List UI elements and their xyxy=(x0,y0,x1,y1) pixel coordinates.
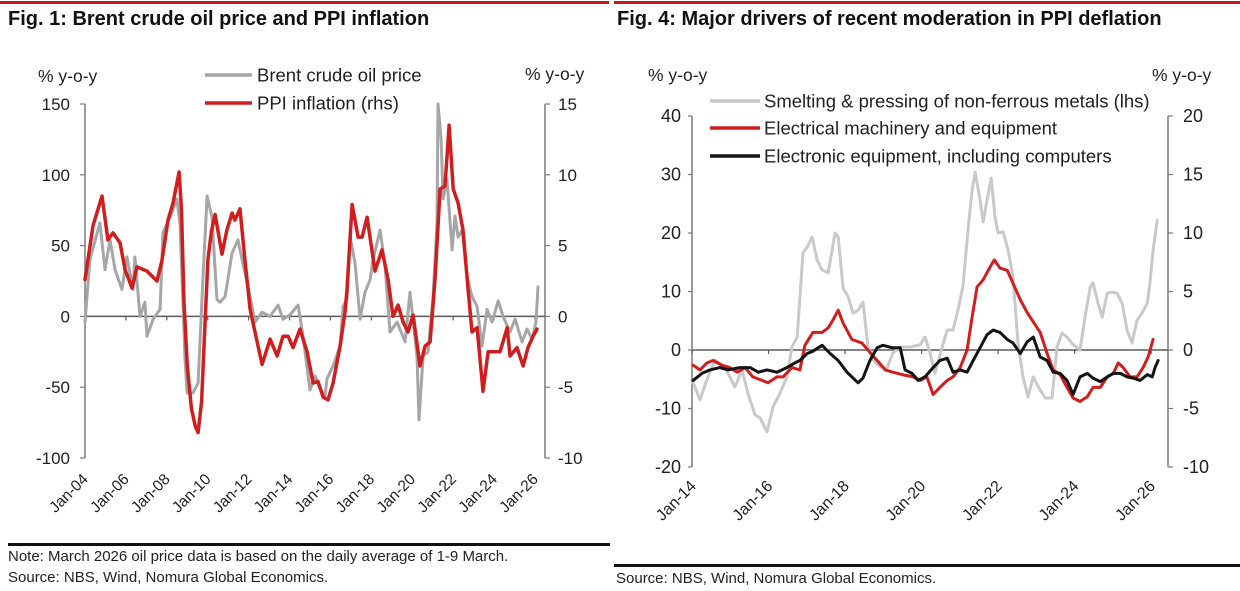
legend-item: Electronic equipment, including computer… xyxy=(710,146,1112,167)
figure-4-footer-rule xyxy=(614,564,1240,567)
series-line-electronic-equipment-including-computers xyxy=(691,328,1160,396)
x-axis-tick-label: Jan-18 xyxy=(806,478,853,525)
right-axis-tick-label: 0 xyxy=(1183,340,1193,360)
left-axis-tick-label: -50 xyxy=(45,378,70,397)
legend-item: Brent crude oil price xyxy=(205,65,422,86)
right-axis-tick-label: 20 xyxy=(1183,106,1203,126)
right-axis-tick-label: 15 xyxy=(558,95,577,114)
right-axis-tick-label: -5 xyxy=(1183,399,1199,419)
left-axis-tick-label: 40 xyxy=(661,106,681,126)
legend: Smelting & pressing of non-ferrous metal… xyxy=(710,91,1150,167)
series-line-ppi-inflation-rhs xyxy=(83,123,539,435)
legend-label: Electrical machinery and equipment xyxy=(764,118,1057,139)
series-line-electrical-machinery-and-equipment xyxy=(691,258,1155,403)
left-axis-unit-label: % y-o-y xyxy=(38,66,98,86)
x-axis-tick-label: Jan-26 xyxy=(1112,478,1159,525)
left-axis-tick-label: 30 xyxy=(661,165,681,185)
left-axis-tick-label: 50 xyxy=(51,237,70,256)
series-lines xyxy=(83,102,540,435)
legend-label: Electronic equipment, including computer… xyxy=(764,146,1112,167)
left-axis-tick-label: -20 xyxy=(655,457,681,477)
left-axis-tick-label: 150 xyxy=(42,95,70,114)
legend-item: Electrical machinery and equipment xyxy=(710,118,1057,139)
right-axis-tick-label: 15 xyxy=(1183,165,1203,185)
left-axis-tick-label: 100 xyxy=(42,166,70,185)
series-line-smelting-pressing-of-non-ferrous-metals-lhs xyxy=(691,170,1159,434)
figure-1-header-rule xyxy=(0,1,609,4)
right-axis-tick-label: 5 xyxy=(1183,282,1193,302)
legend-item: Smelting & pressing of non-ferrous metal… xyxy=(710,91,1150,112)
right-axis-tick-label: -10 xyxy=(1183,457,1209,477)
right-axis-unit-label: % y-o-y xyxy=(1152,65,1212,85)
legend-label: Brent crude oil price xyxy=(257,65,422,86)
legend-label: PPI inflation (rhs) xyxy=(257,93,399,114)
right-axis-unit-label: % y-o-y xyxy=(525,64,585,84)
figure-1-note: Note: March 2026 oil price data is based… xyxy=(8,548,509,565)
right-axis-tick-label: 5 xyxy=(558,237,567,256)
figure-4-title: Fig. 4: Major drivers of recent moderati… xyxy=(617,8,1162,30)
left-axis-tick-label: 0 xyxy=(671,340,681,360)
right-axis-tick-label: 0 xyxy=(558,307,567,326)
figure-4-source: Source: NBS, Wind, Nomura Global Economi… xyxy=(616,570,937,587)
x-axis-tick-label: Jan-14 xyxy=(653,478,700,525)
right-axis-tick-label: 10 xyxy=(558,166,577,185)
x-axis-tick-label: Jan-22 xyxy=(959,478,1006,525)
left-axis-tick-label: -100 xyxy=(36,449,70,468)
legend-label: Smelting & pressing of non-ferrous metal… xyxy=(764,91,1150,112)
figure-1-footer-rule xyxy=(8,543,610,546)
right-axis-tick-label: 10 xyxy=(1183,223,1203,243)
series-lines xyxy=(691,170,1160,434)
figure-1-title: Fig. 1: Brent crude oil price and PPI in… xyxy=(8,8,430,30)
left-axis-unit-label: % y-o-y xyxy=(648,65,708,85)
legend-item: PPI inflation (rhs) xyxy=(205,93,399,114)
right-axis-tick-label: -5 xyxy=(558,378,573,397)
x-axis-tick-label: Jan-20 xyxy=(883,478,930,525)
left-axis-tick-label: -10 xyxy=(655,399,681,419)
figure-1-source: Source: NBS, Wind, Nomura Global Economi… xyxy=(8,569,329,586)
left-axis-tick-label: 20 xyxy=(661,223,681,243)
figure-4-header-rule xyxy=(614,1,1240,4)
left-axis-tick-label: 0 xyxy=(61,307,70,326)
legend: Brent crude oil price PPI inflation (rhs) xyxy=(205,65,422,114)
x-axis-tick-label: Jan-16 xyxy=(730,478,777,525)
right-axis-tick-label: -10 xyxy=(558,449,583,468)
left-axis-tick-label: 10 xyxy=(661,282,681,302)
x-axis-tick-label: Jan-24 xyxy=(1036,478,1083,525)
